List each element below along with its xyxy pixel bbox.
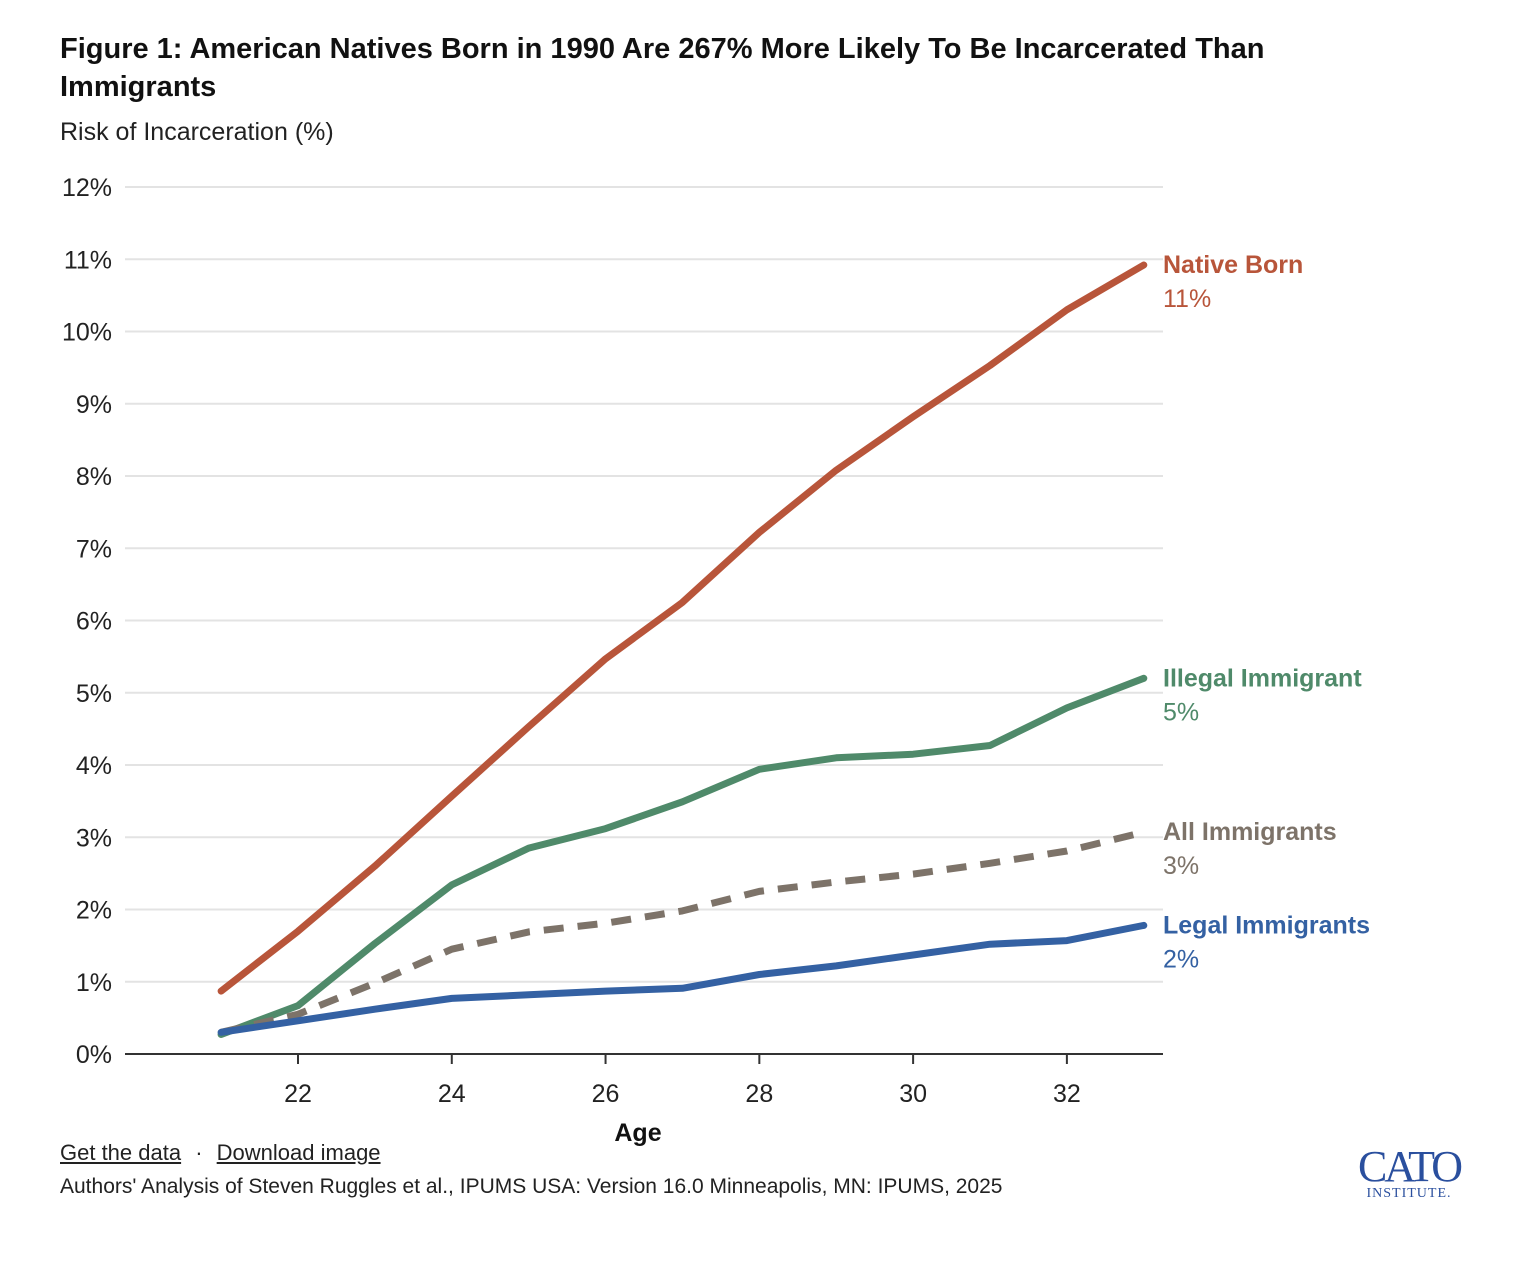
y-tick-label: 6% [76, 608, 112, 636]
y-tick-label: 3% [76, 824, 112, 852]
y-tick-label: 12% [62, 174, 112, 202]
series-name-label: Illegal Immigrant [1163, 664, 1362, 692]
y-tick-label: 5% [76, 680, 112, 708]
series-value-label: 11% [1163, 285, 1211, 313]
series-value-label: 2% [1163, 945, 1199, 973]
x-tick-label: 24 [438, 1080, 466, 1108]
series-lines [217, 261, 1148, 1038]
y-tick-label: 0% [76, 1041, 112, 1069]
x-axis-title: Age [614, 1119, 661, 1147]
gridlines [125, 186, 1163, 983]
series-line-illegal-immigrant [217, 674, 1148, 1038]
series-name-label: All Immigrants [1163, 818, 1337, 846]
series-line-all-immigrants [220, 828, 1145, 1036]
series-line-native-born [217, 261, 1148, 995]
axes: 0% 1% 2% 3% 4% 5% 6% 7% 8% 9% 10% 11% 12% 22 24 26 28 30 3… [62, 174, 1163, 1147]
y-tick-label: 11% [64, 246, 112, 274]
logo-subtitle: INSTITUTE. [1366, 1186, 1452, 1201]
series-name-label: Legal Immigrants [1163, 911, 1370, 939]
x-tick-label: 30 [899, 1080, 927, 1108]
source-note: Authors' Analysis of Steven Ruggles et a… [60, 1175, 1003, 1198]
get-data-link[interactable]: Get the data [60, 1140, 182, 1165]
chart-title: Figure 1: American Natives Born in 1990 … [60, 33, 1265, 103]
y-tick-label: 2% [76, 897, 112, 925]
logo-wordmark: CATO [1357, 1142, 1463, 1191]
y-axis-title: Risk of Incarceration (%) [60, 118, 334, 146]
series-value-label: 3% [1163, 852, 1199, 880]
series-name-label: Native Born [1163, 251, 1303, 279]
x-tick-label: 26 [592, 1080, 620, 1108]
cato-logo: CATO INSTITUTE. [1355, 1142, 1463, 1202]
footer-links: Get the data · Download image [60, 1140, 381, 1166]
y-tick-label: 4% [76, 752, 112, 780]
series-line-legal-immigrants [217, 921, 1148, 1036]
y-tick-label: 9% [76, 391, 112, 419]
y-tick-label: 8% [76, 463, 112, 491]
x-tick-label: 32 [1053, 1080, 1081, 1108]
y-tick-label: 1% [76, 969, 112, 997]
x-tick-label: 28 [745, 1080, 773, 1108]
separator-dot: · [195, 1140, 203, 1165]
download-image-link[interactable]: Download image [216, 1140, 381, 1165]
y-tick-label: 7% [76, 535, 112, 563]
y-tick-label: 10% [62, 319, 112, 347]
series-labels: Native Born 11% Illegal Immigrant 5% All Imm… [1163, 251, 1370, 973]
x-tick-label: 22 [284, 1080, 312, 1108]
series-value-label: 5% [1163, 698, 1199, 726]
